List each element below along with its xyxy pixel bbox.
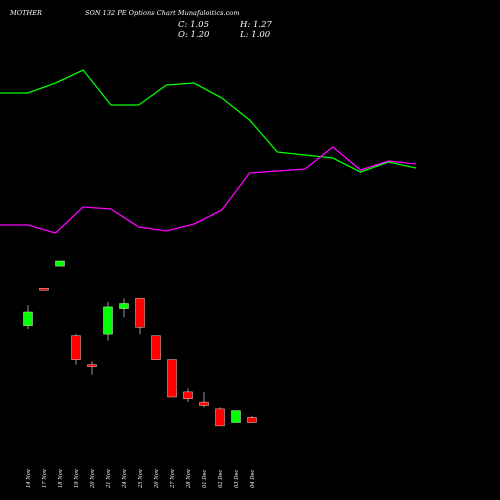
candle-body: [119, 303, 129, 309]
candle-body: [247, 417, 257, 423]
x-axis: 14 Nov 17 Nov 18 Nov 19 Nov 20 Nov 21 Nov 24 N…: [26, 469, 256, 489]
x-tick-label: 21 Nov: [106, 469, 112, 489]
candle-body: [135, 298, 145, 328]
candlesticks: [23, 260, 257, 427]
candle: [247, 415, 257, 423]
x-tick-label: 24 Nov: [122, 469, 128, 489]
x-tick-label: 18 Nov: [58, 469, 64, 488]
x-tick-label: 25 Nov: [138, 469, 144, 489]
high-value: H: 1.27: [240, 20, 272, 30]
indicator-line-2: [0, 146, 417, 234]
candle: [23, 305, 33, 329]
candle: [215, 407, 225, 427]
open-value: O: 1.20: [178, 30, 210, 40]
chart-title: MOTHER SON 132 PE Options Chart Munafaloi…: [10, 9, 239, 17]
candle: [87, 361, 97, 375]
x-tick-label: 03 Dec: [234, 470, 240, 488]
x-tick-label: 20 Nov: [90, 469, 96, 489]
candle-body: [87, 364, 97, 367]
x-tick-label: 04 Dec: [250, 470, 256, 488]
candle-body: [183, 391, 193, 399]
chart-title-right: SON 132 PE Options Chart Munafaloitics.c…: [84, 9, 240, 17]
x-tick-label: 02 Dec: [218, 470, 224, 488]
candle: [183, 388, 193, 403]
x-tick-label: 17 Nov: [42, 469, 48, 488]
candle: [199, 391, 209, 408]
candle: [135, 298, 145, 335]
candle: [167, 359, 177, 398]
candle: [71, 334, 81, 365]
indicator-lines: [0, 69, 417, 234]
chart-title-left: MOTHER: [10, 9, 42, 17]
candle-body: [215, 408, 225, 427]
candle: [39, 288, 49, 291]
candle-body: [71, 335, 81, 360]
x-tick-label: 26 Nov: [154, 469, 160, 489]
indicator-line-1: [0, 69, 417, 173]
candle-body: [231, 410, 241, 423]
candle: [103, 301, 113, 341]
candle: [119, 298, 129, 318]
candle: [151, 335, 161, 360]
x-tick-label: 28 Nov: [186, 469, 192, 489]
candle: [55, 260, 65, 267]
candle-body: [199, 401, 209, 406]
candle-body: [103, 306, 113, 335]
low-value: L: 1.00: [240, 30, 271, 40]
candle-body: [23, 311, 33, 326]
x-tick-label: 19 Nov: [74, 469, 80, 488]
x-tick-label: 27 Nov: [170, 469, 176, 489]
candle-body: [167, 359, 177, 398]
candle-body: [151, 335, 161, 360]
candle-body: [39, 288, 49, 291]
candle-body: [55, 260, 65, 267]
candle: [231, 410, 241, 423]
x-tick-label: 14 Nov: [26, 469, 32, 488]
x-tick-label: 01 Dec: [202, 470, 208, 488]
close-value: C: 1.05: [178, 20, 209, 30]
